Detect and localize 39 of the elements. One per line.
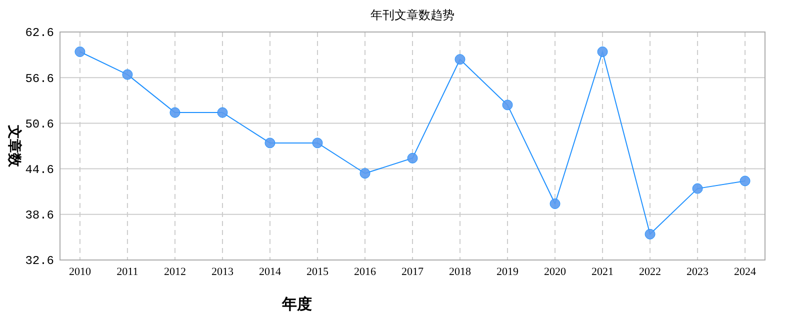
point — [740, 176, 750, 186]
point — [122, 69, 133, 80]
x-tick-label: 2015 — [306, 266, 329, 278]
x-tick-label: 2016 — [354, 266, 376, 278]
point — [644, 228, 656, 240]
y-tick-label: 62.6 — [25, 26, 54, 40]
x-tick-label: 2018 — [449, 266, 472, 278]
x-tick-label: 2019 — [496, 266, 520, 278]
x-tick-label: 2010 — [68, 266, 92, 278]
chart-title: 年刊文章数趋势 — [370, 8, 454, 22]
x-tick-label: 2011 — [116, 266, 138, 278]
x-tick-label: 2020 — [544, 266, 567, 278]
x-tick-label: 2021 — [592, 266, 614, 278]
point — [454, 54, 466, 65]
point — [74, 46, 86, 58]
point — [597, 46, 608, 58]
point — [502, 100, 513, 110]
point — [360, 168, 370, 179]
y-tick-label: 38.6 — [25, 208, 54, 223]
x-tick-label: 2022 — [639, 266, 662, 278]
point — [407, 152, 418, 164]
x-tick-label: 2013 — [211, 266, 234, 278]
point — [264, 138, 276, 148]
x-axis-title: 年度 — [281, 295, 312, 313]
point — [550, 198, 560, 210]
y-axis-title: 文章数 — [6, 124, 23, 168]
y-tick-label: 44.6 — [25, 163, 54, 177]
point — [692, 183, 703, 194]
x-tick-label: 2012 — [164, 266, 186, 278]
x-tick-label: 2014 — [258, 266, 282, 278]
point — [217, 107, 228, 118]
point — [312, 138, 323, 148]
y-tick-label: 56.6 — [25, 72, 54, 86]
x-tick-label: 2024 — [734, 266, 757, 278]
y-tick-label: 50.6 — [25, 117, 54, 132]
y-tick-label: 32.6 — [25, 254, 54, 268]
x-tick-label: 2017 — [402, 266, 424, 278]
x-tick-label: 2023 — [686, 266, 710, 278]
point — [170, 107, 180, 118]
